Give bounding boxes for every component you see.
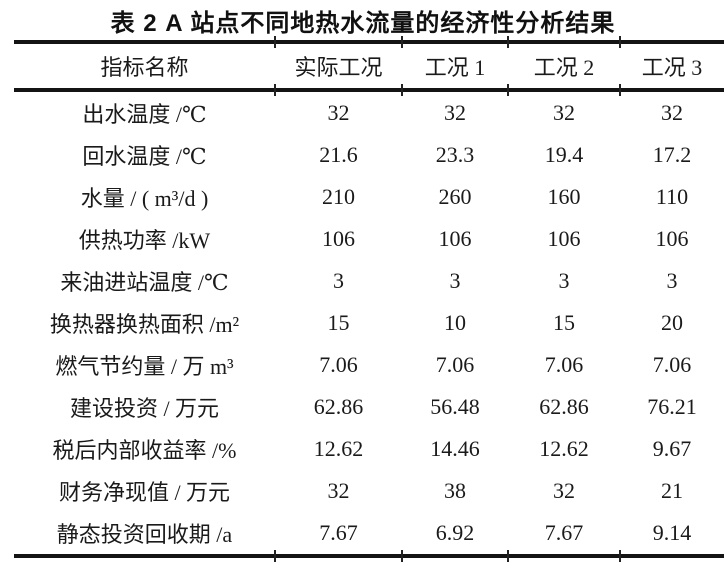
cell-value: 23.3	[435, 142, 475, 167]
row-label: 财务净现值 / 万元	[58, 480, 231, 505]
cell-value: 15	[327, 310, 350, 335]
cell-value: 9.14	[652, 520, 692, 545]
cell-value: 38	[444, 478, 466, 503]
cell-value: 106	[438, 226, 472, 251]
table-row: 换热器换热面积 /m² 15 10 15 20	[14, 302, 724, 344]
cell-value: 6.92	[435, 520, 475, 545]
cell-value: 32	[553, 478, 575, 503]
cell-value: 14.46	[430, 436, 480, 461]
table-body: 出水温度 /℃ 32 32 32 32 回水温度 /℃ 21.6 23.3 19.4 17.2 水量…	[14, 92, 724, 554]
cell-value: 7.06	[435, 352, 475, 377]
cell-value: 21	[661, 478, 683, 503]
table-row: 供热功率 /kW 106 106 106 106	[14, 218, 724, 260]
row-label: 出水温度 /℃	[82, 102, 207, 127]
table-row: 来油进站温度 /℃ 3 3 3 3	[14, 260, 724, 302]
column-divider-tick	[507, 36, 509, 48]
cell-value: 56.48	[430, 394, 480, 419]
table-row: 出水温度 /℃ 32 32 32 32	[14, 92, 724, 134]
table-row: 建设投资 / 万元 62.86 56.48 62.86 76.21	[14, 386, 724, 428]
column-divider-tick	[274, 84, 276, 96]
cell-value: 76.21	[647, 394, 697, 419]
case-column-header: 实际工况	[294, 55, 383, 80]
cell-value: 17.2	[652, 142, 692, 167]
cell-value: 32	[553, 100, 575, 125]
table-row: 回水温度 /℃ 21.6 23.3 19.4 17.2	[14, 134, 724, 176]
column-divider-tick	[619, 550, 621, 562]
cell-value: 3	[333, 268, 344, 293]
cell-value: 12.62	[539, 436, 589, 461]
cell-value: 7.06	[319, 352, 358, 377]
case-column-header: 工况 1	[424, 55, 486, 80]
table-caption: 表 2 A 站点不同地热水流量的经济性分析结果	[110, 10, 616, 37]
cell-value: 12.62	[313, 436, 364, 461]
case-column-header: 工况 2	[533, 55, 595, 80]
column-divider-tick	[507, 84, 509, 96]
cell-value: 20	[661, 310, 683, 335]
row-label: 供热功率 /kW	[78, 228, 211, 253]
row-label: 燃气节约量 / 万 m³	[55, 354, 234, 379]
row-label: 建设投资 / 万元	[69, 396, 220, 421]
cell-value: 9.67	[652, 436, 692, 461]
column-divider-tick	[401, 84, 403, 96]
cell-value: 32	[661, 100, 683, 125]
cell-value: 110	[655, 184, 689, 209]
cell-value: 32	[327, 100, 350, 125]
header-rule	[14, 84, 724, 96]
cell-value: 21.6	[319, 142, 358, 167]
cell-value: 7.67	[319, 520, 358, 545]
column-divider-tick	[401, 550, 403, 562]
cell-value: 106	[322, 226, 355, 251]
cell-value: 160	[547, 184, 581, 209]
economic-analysis-table: 指标名称 实际工况 工况 1 工况 2 工况 3 出水温度 /℃ 32 32 32 32 回水温度…	[14, 36, 724, 562]
cell-value: 32	[444, 100, 466, 125]
cell-value: 210	[322, 184, 355, 209]
cell-value: 3	[558, 268, 570, 293]
column-divider-tick	[274, 550, 276, 562]
row-label: 换热器换热面积 /m²	[49, 312, 240, 337]
cell-value: 106	[547, 226, 581, 251]
bottom-rule	[14, 550, 724, 562]
cell-value: 15	[553, 310, 575, 335]
cell-value: 10	[444, 310, 466, 335]
cell-value: 260	[438, 184, 472, 209]
indicator-column-header: 指标名称	[100, 55, 189, 80]
column-divider-tick	[274, 36, 276, 48]
cell-value: 7.06	[544, 352, 584, 377]
cell-value: 7.67	[544, 520, 584, 545]
column-divider-tick	[401, 36, 403, 48]
cell-value: 19.4	[544, 142, 584, 167]
table-row: 财务净现值 / 万元 32 38 32 21	[14, 470, 724, 512]
table-row: 静态投资回收期 /a 7.67 6.92 7.67 9.14	[14, 512, 724, 554]
cell-value: 7.06	[652, 352, 692, 377]
header-row: 指标名称 实际工况 工况 1 工况 2 工况 3	[14, 44, 724, 88]
column-divider-tick	[507, 550, 509, 562]
top-rule	[14, 36, 724, 48]
row-label: 回水温度 /℃	[82, 144, 207, 169]
case-column-header: 工况 3	[641, 55, 703, 80]
cell-value: 3	[666, 268, 678, 293]
row-label: 水量 / ( m³/d )	[80, 186, 209, 211]
row-label: 税后内部收益率 /%	[52, 438, 237, 463]
table-row: 税后内部收益率 /% 12.62 14.46 12.62 9.67	[14, 428, 724, 470]
cell-value: 62.86	[539, 394, 589, 419]
row-label: 静态投资回收期 /a	[56, 522, 233, 547]
row-label: 来油进站温度 /℃	[60, 270, 229, 295]
cell-value: 32	[327, 478, 350, 503]
table-row: 燃气节约量 / 万 m³ 7.06 7.06 7.06 7.06	[14, 344, 724, 386]
table-row: 水量 / ( m³/d ) 210 260 160 110	[14, 176, 724, 218]
cell-value: 3	[449, 268, 461, 293]
cell-value: 106	[655, 226, 689, 251]
column-divider-tick	[619, 84, 621, 96]
column-divider-tick	[619, 36, 621, 48]
cell-value: 62.86	[313, 394, 364, 419]
